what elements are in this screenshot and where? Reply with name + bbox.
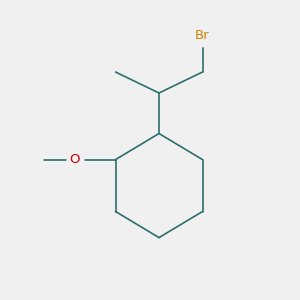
Text: Br: Br [195, 28, 210, 42]
Text: O: O [70, 153, 80, 166]
